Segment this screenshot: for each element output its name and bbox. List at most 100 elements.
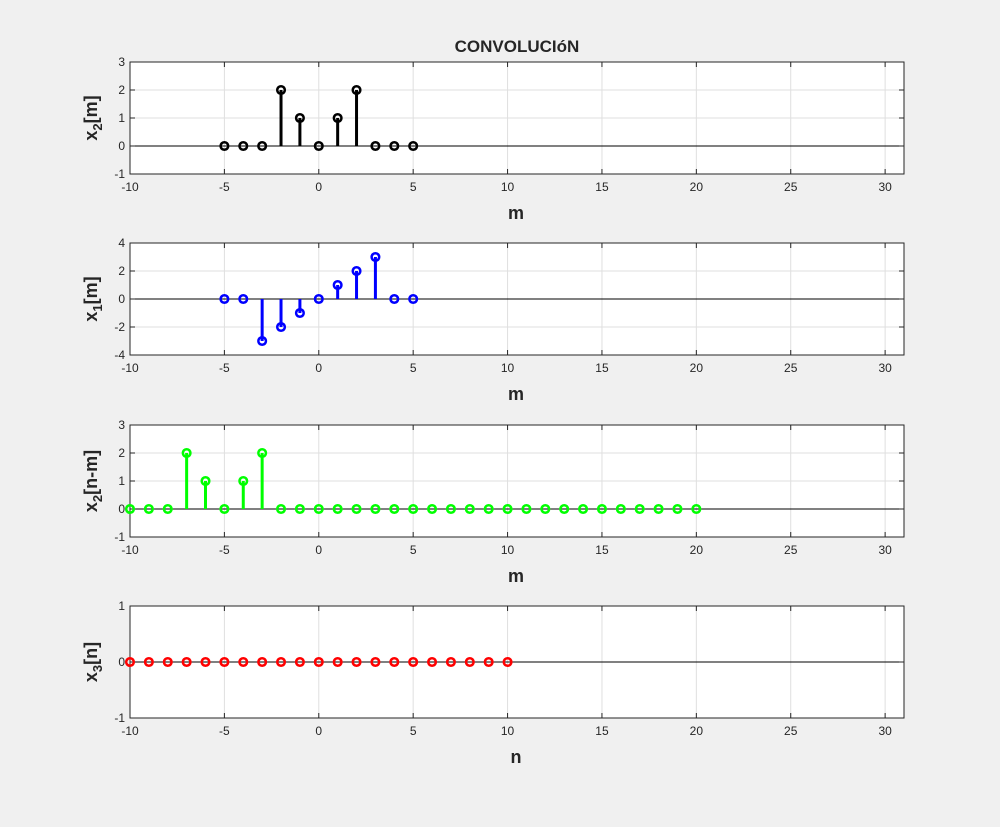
stem-marker [143, 503, 154, 515]
y-tick-label: 0 [118, 139, 125, 153]
x-tick-label: 0 [315, 543, 322, 557]
stem-marker [294, 307, 305, 319]
y-axis-label-base: x [81, 131, 101, 141]
stem-marker [257, 447, 268, 459]
stem-marker [313, 140, 324, 152]
x-tick-label: 25 [784, 361, 798, 375]
stem-marker [408, 293, 419, 305]
y-axis-label: x3[n] [81, 642, 105, 682]
x-tick-label: -10 [121, 543, 139, 557]
stem-marker [426, 656, 438, 668]
stem-marker [464, 656, 475, 668]
stem-marker [238, 293, 249, 305]
x-axis-label: m [508, 566, 524, 586]
y-axis-label-subscript: 1 [90, 304, 105, 311]
stem-marker [578, 503, 589, 515]
x-tick-label: 30 [878, 724, 892, 738]
stem-marker [445, 503, 456, 515]
x-tick-label: 10 [501, 724, 515, 738]
stem-marker [294, 503, 305, 515]
y-axis-label-base: x [81, 502, 101, 512]
x-tick-label: 30 [878, 361, 892, 375]
y-tick-label: 1 [118, 111, 125, 125]
stem-marker [691, 503, 702, 515]
x-tick-label: 30 [878, 543, 892, 557]
figure-title: CONVOLUCIóN [455, 37, 580, 56]
stem-marker [219, 503, 230, 515]
x-tick-label: 25 [784, 180, 798, 194]
y-axis-label-rest: [m] [81, 95, 101, 123]
y-tick-label: -4 [114, 348, 125, 362]
stem-marker [294, 112, 305, 124]
x-tick-label: 0 [315, 361, 322, 375]
stem-marker [181, 656, 192, 668]
stem-marker [370, 503, 381, 515]
x-tick-label: 30 [878, 180, 892, 194]
y-tick-label: -2 [114, 320, 125, 334]
stem-marker [200, 475, 211, 487]
x-tick-label: 15 [595, 724, 609, 738]
x-tick-label: 0 [315, 180, 322, 194]
stem-marker [370, 656, 381, 668]
stem-marker [370, 251, 381, 263]
stem-marker [332, 279, 343, 291]
x-tick-label: 5 [410, 724, 417, 738]
stem-marker [332, 503, 343, 515]
stem-marker [408, 140, 419, 152]
stem-marker [124, 503, 136, 515]
stem-marker [238, 140, 249, 152]
x-tick-label: 15 [595, 543, 609, 557]
stem-marker [521, 503, 532, 515]
stem-marker [275, 656, 287, 668]
stem-marker [332, 112, 343, 124]
stem-marker [559, 503, 570, 515]
stem-marker [143, 656, 154, 668]
x-tick-label: 15 [595, 180, 609, 194]
stem-marker [502, 503, 513, 515]
y-tick-label: -1 [114, 711, 125, 725]
y-tick-label: 2 [118, 83, 125, 97]
stem-marker [672, 503, 683, 515]
y-tick-label: 2 [118, 446, 125, 460]
x-tick-label: -5 [219, 543, 230, 557]
stem-marker [313, 503, 324, 515]
stem-marker [351, 656, 362, 668]
stem-marker [653, 503, 664, 515]
x-tick-label: 20 [690, 180, 704, 194]
y-tick-label: 0 [118, 292, 125, 306]
stem-marker [162, 656, 173, 668]
y-axis-label-base: x [81, 312, 101, 322]
stem-marker [596, 503, 608, 515]
stem-marker [483, 503, 494, 515]
y-axis-label: x2[n-m] [81, 450, 105, 512]
x-tick-label: 10 [501, 543, 515, 557]
stem-marker [200, 656, 211, 668]
stem-marker [275, 503, 287, 515]
stem-marker [219, 140, 230, 152]
stem-marker [464, 503, 475, 515]
stem-marker [219, 656, 230, 668]
stem-marker [615, 503, 626, 515]
y-axis-label-base: x [81, 672, 101, 682]
x-axis-label: m [508, 203, 524, 223]
stem-marker [219, 293, 230, 305]
x-tick-label: -10 [121, 724, 139, 738]
y-axis-label: x1[m] [81, 276, 105, 321]
y-tick-label: 1 [118, 474, 125, 488]
stem-marker [257, 335, 268, 347]
y-tick-label: -1 [114, 167, 125, 181]
stem-marker [257, 656, 268, 668]
y-axis-label-subscript: 3 [90, 665, 105, 672]
y-tick-label: 4 [118, 236, 125, 250]
stem-marker [408, 656, 419, 668]
stem-marker [634, 503, 645, 515]
y-tick-label: 0 [118, 502, 125, 516]
stem-marker [483, 656, 494, 668]
stem-marker [408, 503, 419, 515]
stem-marker [351, 265, 362, 277]
y-tick-label: 1 [118, 599, 125, 613]
y-tick-label: 0 [118, 655, 125, 669]
stem-marker [332, 656, 343, 668]
stem-marker [502, 656, 513, 668]
